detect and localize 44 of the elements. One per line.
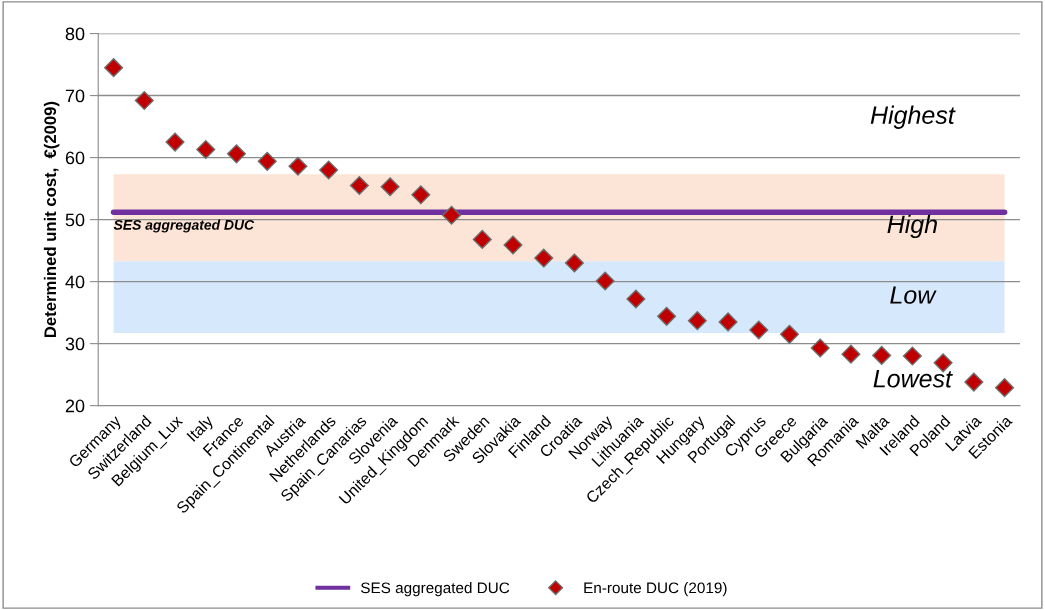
point [841,344,861,364]
point [564,253,584,273]
point [810,338,830,358]
y-tick-label: 30 [65,337,85,351]
point [257,151,277,171]
band-label: High [887,214,937,239]
point [902,346,922,366]
y-tick-label: 70 [65,89,85,103]
point [779,324,800,344]
point [442,205,462,225]
y-tick-label: 80 [65,27,85,41]
point [134,90,154,111]
annotation: Lowest [873,370,953,388]
text: SES aggregated DUC [113,219,255,233]
point [411,185,431,205]
point [196,139,216,160]
band-label: Low [890,286,937,304]
point [595,271,615,291]
y-tick-label: 40 [65,275,85,289]
point [165,132,185,152]
point [288,156,308,176]
point [718,312,738,332]
point [319,160,339,180]
point [749,320,769,340]
legend-label: En-route DUC (2019) [584,582,727,597]
point [657,306,677,326]
point [872,345,892,365]
y-axis-title: Determined unit cost, €(2009) [43,101,60,338]
point [349,175,369,196]
point [104,58,124,78]
legend-label: SES aggregated DUC [361,582,510,597]
annotation: Highest [870,105,956,129]
point [226,144,247,164]
point [472,229,492,249]
y-tick-label: 50 [65,213,85,227]
y-tick-label: 60 [65,151,85,165]
point [995,378,1015,398]
y-tick-label: 20 [65,399,85,413]
point [380,177,400,197]
point [626,289,646,309]
point [503,235,523,255]
point [687,311,707,331]
point [964,372,984,392]
point [534,248,554,268]
